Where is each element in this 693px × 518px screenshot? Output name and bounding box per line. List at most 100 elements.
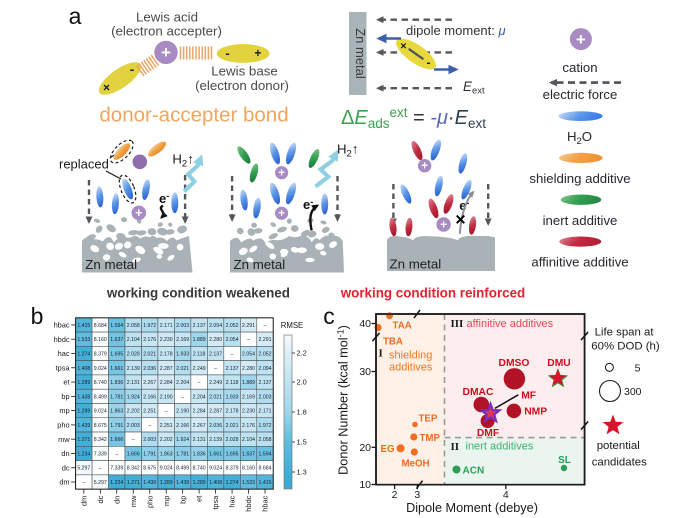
svg-text:e-: e-	[303, 197, 313, 212]
svg-text:1.637: 1.637	[242, 451, 255, 457]
svg-text:2.036: 2.036	[143, 366, 156, 372]
svg-text:2.054: 2.054	[242, 352, 255, 358]
svg-text:DMU: DMU	[547, 358, 570, 369]
svg-text:1.408: 1.408	[209, 480, 222, 486]
svg-text:II: II	[451, 441, 460, 453]
svg-text:2.052: 2.052	[226, 323, 239, 329]
svg-text:TEP: TEP	[419, 414, 438, 425]
svg-text:2.003: 2.003	[127, 423, 140, 429]
svg-text:1.8: 1.8	[297, 408, 307, 417]
svg-text:-: -	[225, 46, 229, 61]
svg-text:7.339: 7.339	[110, 466, 123, 472]
svg-text:2.204: 2.204	[193, 394, 206, 400]
svg-text:8.379: 8.379	[226, 466, 239, 472]
svg-text:2.169: 2.169	[242, 394, 255, 400]
svg-text:2.249: 2.249	[193, 366, 206, 372]
svg-text:8.499: 8.499	[94, 394, 107, 400]
svg-text:DMAC: DMAC	[463, 387, 494, 398]
svg-text:2.171: 2.171	[259, 409, 272, 415]
svg-text:H2↑: H2↑	[337, 142, 358, 160]
svg-text:donor-accepter bond: donor-accepter bond	[99, 104, 288, 127]
svg-text:2.202: 2.202	[160, 437, 173, 443]
svg-text:9.024: 9.024	[94, 366, 107, 372]
svg-text:5.297: 5.297	[77, 466, 90, 472]
svg-text:1.5: 1.5	[297, 438, 307, 447]
svg-text:2.054: 2.054	[226, 337, 239, 343]
svg-text:–: –	[181, 394, 184, 400]
svg-text:hac: hac	[58, 349, 70, 358]
svg-text:×: ×	[400, 41, 406, 53]
svg-text:1.594: 1.594	[259, 451, 272, 457]
svg-text:–: –	[231, 352, 234, 358]
svg-text:dn: dn	[61, 449, 69, 458]
svg-text:7.339: 7.339	[94, 451, 107, 457]
svg-text:Zn metal: Zn metal	[234, 257, 286, 272]
svg-text:1.972: 1.972	[259, 423, 272, 429]
svg-text:1.274: 1.274	[77, 352, 90, 358]
svg-text:inert additives: inert additives	[466, 441, 534, 453]
svg-text:2.131: 2.131	[193, 437, 206, 443]
svg-text:2.0: 2.0	[297, 378, 307, 387]
svg-text:hbdc: hbdc	[244, 495, 253, 511]
svg-text:8.160: 8.160	[242, 466, 255, 472]
svg-text:cation: cation	[562, 60, 597, 75]
svg-text:2.287: 2.287	[160, 366, 173, 372]
svg-text:1.661: 1.661	[209, 451, 222, 457]
svg-text:shielding: shielding	[389, 350, 432, 362]
svg-text:ΔEadsext = -μ·Eext: ΔEadsext = -μ·Eext	[341, 105, 486, 131]
svg-text:8.342: 8.342	[127, 466, 140, 472]
svg-text:1.234: 1.234	[77, 451, 90, 457]
svg-text:2.280: 2.280	[242, 366, 255, 372]
svg-text:SL: SL	[558, 455, 571, 466]
svg-text:b: b	[31, 303, 44, 329]
svg-text:1.661: 1.661	[110, 366, 123, 372]
svg-text:1.836: 1.836	[110, 380, 123, 386]
svg-text:2.003: 2.003	[176, 323, 189, 329]
svg-text:a: a	[69, 3, 82, 29]
svg-text:5.297: 5.297	[94, 480, 107, 486]
svg-text:2.021: 2.021	[226, 423, 239, 429]
svg-text:potential: potential	[597, 440, 640, 452]
svg-text:4: 4	[503, 489, 509, 501]
svg-text:–: –	[132, 437, 135, 443]
svg-text:additives: additives	[389, 362, 433, 374]
svg-text:1.836: 1.836	[193, 451, 206, 457]
svg-text:RMSE: RMSE	[281, 321, 304, 330]
svg-text:2.137: 2.137	[193, 323, 206, 329]
svg-text:+: +	[440, 218, 447, 232]
svg-text:et: et	[63, 378, 69, 387]
svg-text:1.695: 1.695	[226, 451, 239, 457]
svg-text:1.289: 1.289	[160, 480, 173, 486]
svg-text:1.666: 1.666	[110, 437, 123, 443]
svg-text:2.131: 2.131	[127, 380, 140, 386]
svg-text:2: 2	[392, 489, 398, 501]
svg-text:2.003: 2.003	[259, 394, 272, 400]
svg-text:1.533: 1.533	[77, 337, 90, 343]
svg-text:1.438: 1.438	[77, 394, 90, 400]
svg-text:mw: mw	[58, 435, 70, 444]
svg-text:–: –	[148, 423, 151, 429]
svg-text:–: –	[165, 409, 168, 415]
svg-text:1.439: 1.439	[143, 480, 156, 486]
svg-text:NMP: NMP	[524, 407, 547, 418]
svg-text:tpsa: tpsa	[56, 363, 71, 372]
svg-text:2.284: 2.284	[160, 380, 173, 386]
svg-text:1.933: 1.933	[176, 352, 189, 358]
svg-text:2.036: 2.036	[209, 423, 222, 429]
svg-text:2.280: 2.280	[209, 337, 222, 343]
svg-text:2.176: 2.176	[143, 337, 156, 343]
svg-text:2.178: 2.178	[160, 352, 173, 358]
svg-text:dn: dn	[112, 496, 121, 504]
svg-text:2.284: 2.284	[193, 409, 206, 415]
svg-text:2.251: 2.251	[160, 423, 173, 429]
svg-text:H2O: H2O	[567, 129, 592, 147]
svg-text:III: III	[451, 318, 464, 330]
svg-text:H2↑: H2↑	[172, 152, 193, 170]
svg-text:1.415: 1.415	[77, 323, 90, 329]
svg-text:2.118: 2.118	[226, 380, 239, 386]
svg-text:electric force: electric force	[543, 87, 618, 102]
svg-text:2.190: 2.190	[176, 409, 189, 415]
svg-text:1.533: 1.533	[242, 480, 255, 486]
svg-text:2.178: 2.178	[226, 409, 239, 415]
svg-text:8.675: 8.675	[94, 423, 107, 429]
